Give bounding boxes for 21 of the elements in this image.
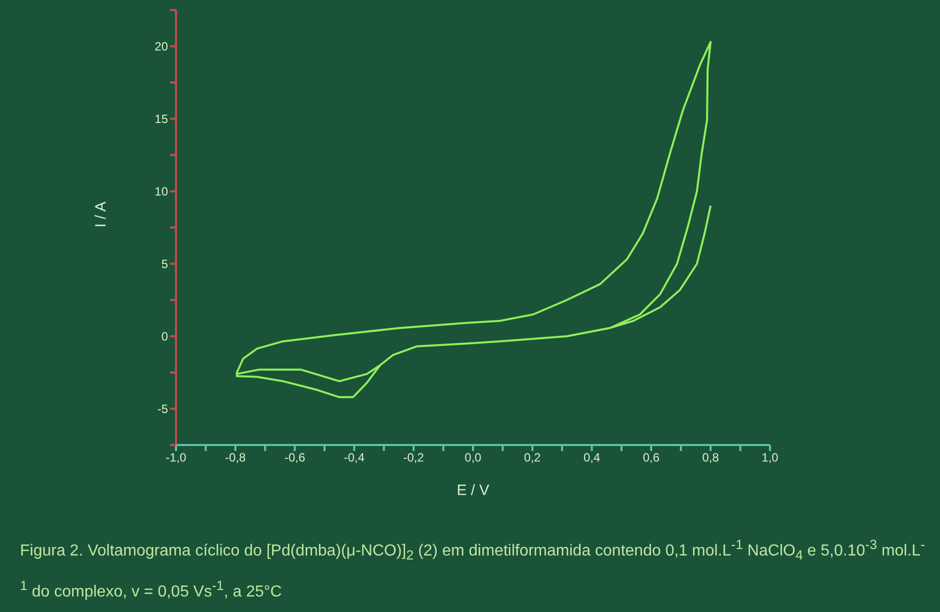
x-tick-label: 0,4 bbox=[583, 450, 600, 465]
y-tick-label: 10 bbox=[154, 184, 168, 199]
x-tick-label: 0,8 bbox=[702, 450, 720, 465]
x-axis-title: E / V bbox=[456, 482, 490, 499]
text: Figura 2. Voltamograma cíclico do [Pd(dmba)(μ-NCO)]$_{2}$ (2) em dimetilformamida contendo 0,1 mol.L$^{-1}$ NaClO$_{4}$ e 5,0.10$^{-3}$ mol.L$^{-}$$^{1}$ do complexo, v = 0,05 Vs$^{-1}$, a 25°C bbox=[20, 537, 926, 600]
y-tick-label: -5 bbox=[157, 402, 168, 416]
y-tick-label: 0 bbox=[161, 330, 168, 344]
line-series bbox=[236, 40, 712, 398]
x-tick-label: 0,0 bbox=[464, 450, 482, 465]
y-tick-label: 15 bbox=[154, 112, 168, 126]
x-tick-label: -0,6 bbox=[284, 450, 306, 465]
x-tick-label: 0,2 bbox=[524, 450, 542, 465]
x-tick-label: -0,2 bbox=[403, 450, 424, 465]
y-axis-title: I / A bbox=[92, 202, 110, 228]
x-tick-label: -1,0 bbox=[166, 450, 187, 465]
x-tick-label: 0,6 bbox=[642, 450, 660, 465]
x-tick-label: 1,0 bbox=[762, 450, 779, 465]
x-tick-label: -0,4 bbox=[344, 450, 365, 465]
x-tick-label: -0,8 bbox=[225, 450, 246, 465]
y-tick-label: 5 bbox=[161, 257, 168, 272]
y-tick-label: 20 bbox=[154, 40, 168, 54]
